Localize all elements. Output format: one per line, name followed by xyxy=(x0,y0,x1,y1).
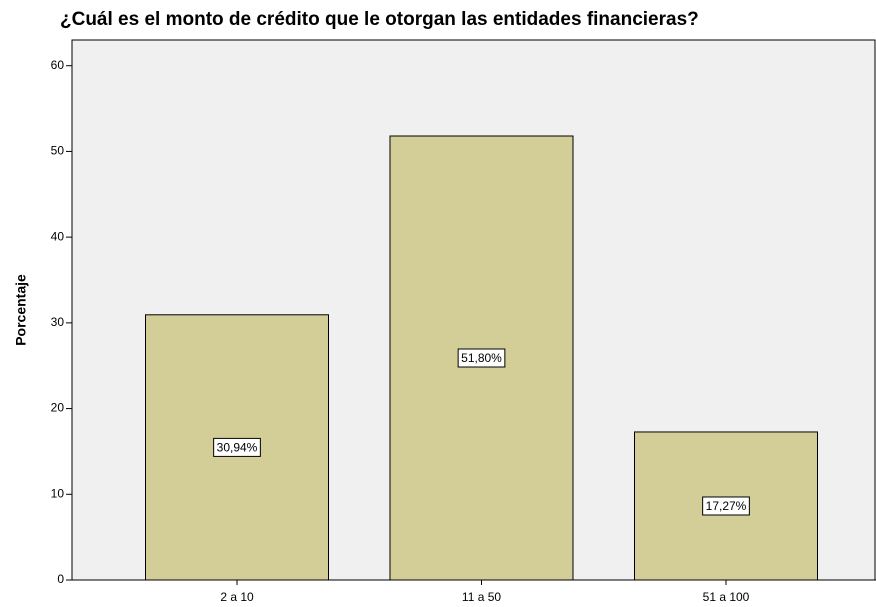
y-tick-label: 50 xyxy=(51,144,65,158)
value-label: 51,80% xyxy=(461,351,502,365)
x-tick-label: 51 a 100 xyxy=(703,590,750,604)
value-label-box xyxy=(457,348,506,368)
y-tick-label: 10 xyxy=(51,486,65,500)
x-tick-label: 11 a 50 xyxy=(462,590,501,604)
value-label: 30,94% xyxy=(217,441,258,455)
value-label-box xyxy=(702,496,750,516)
y-tick-label: 20 xyxy=(51,401,65,415)
y-tick-label: 40 xyxy=(51,229,65,243)
y-tick-label: 30 xyxy=(51,315,65,329)
y-axis-label: Porcentaje xyxy=(13,274,29,346)
chart-title: ¿Cuál es el monto de crédito que le otor… xyxy=(60,9,699,30)
y-tick-label: 0 xyxy=(57,572,64,586)
value-label-box xyxy=(213,437,261,457)
y-tick-label: 60 xyxy=(51,58,65,72)
value-label: 17,27% xyxy=(706,499,747,513)
x-tick-label: 2 a 10 xyxy=(220,590,254,604)
